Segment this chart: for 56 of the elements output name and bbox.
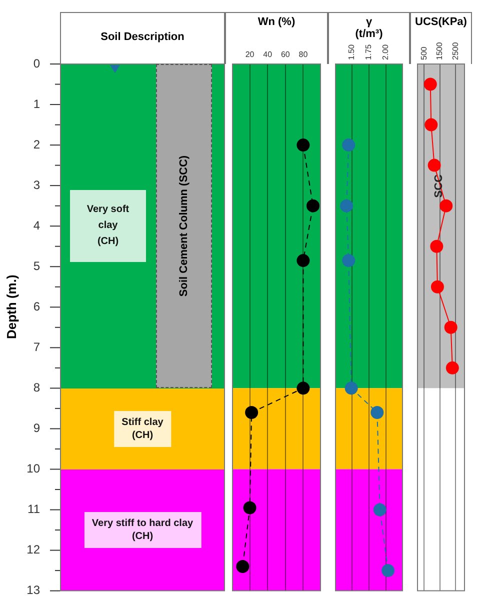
point [243, 501, 256, 514]
point [236, 560, 250, 573]
x-tick-label: 500 [419, 46, 428, 60]
point [446, 361, 459, 374]
chart-title: Wn (%) [256, 16, 296, 28]
point [344, 382, 358, 395]
y-tick-label: 6 [33, 299, 40, 314]
point [444, 320, 458, 334]
point [424, 78, 437, 91]
point [340, 199, 354, 212]
text-box: Very stiff to hard clay (CH) [84, 512, 202, 548]
y-tick-label: 9 [33, 421, 40, 436]
point [373, 503, 386, 516]
y-tick-label: 7 [33, 340, 40, 354]
x-tick-label: 2.00 [381, 44, 390, 60]
y-axis-title: Depth (m.) [4, 274, 19, 342]
point [245, 406, 258, 419]
y-tick-label: 3 [33, 178, 40, 192]
text-box: Very soft clay (CH) [70, 190, 146, 262]
text-box: Stiff clay (CH) [114, 410, 172, 447]
point [296, 254, 310, 268]
x-tick-label: 20 [245, 50, 255, 60]
point [296, 382, 310, 395]
point [430, 240, 444, 253]
y-tick-label: 13 [26, 583, 40, 598]
y-tick-label: 4 [33, 218, 40, 232]
point [440, 199, 453, 212]
point [424, 118, 438, 132]
x-tick-label: 1500 [435, 42, 444, 60]
point [370, 406, 384, 419]
point [382, 564, 395, 578]
x-tick-label: 2500 [450, 42, 460, 60]
y-tick-label: 5 [33, 258, 40, 273]
y-tick-label: 8 [33, 380, 40, 394]
x-tick-label: 60 [280, 50, 290, 60]
y-tick-label: 11 [28, 502, 40, 516]
y-tick-label: 2 [33, 137, 40, 152]
point [428, 158, 441, 172]
x-tick-label: 1.75 [364, 44, 374, 60]
point [306, 199, 320, 212]
x-tick-label: 1.50 [347, 44, 356, 60]
band-label: SCC [433, 174, 446, 198]
chart-title: γ (t/m³) [354, 16, 384, 40]
point [342, 138, 356, 152]
chart-title: UCS(KPa) [414, 16, 468, 28]
chart-title: Soil Description [100, 31, 186, 43]
y-tick-label: 0 [33, 56, 40, 70]
x-tick-label: 80 [298, 50, 308, 60]
x-tick-label: 40 [263, 50, 273, 60]
y-tick-label: 1 [33, 96, 40, 111]
band-label: Soil Cement Column (SCC) [178, 155, 190, 297]
y-tick-label: 12 [26, 542, 40, 557]
point [296, 138, 310, 152]
y-tick-label: 10 [26, 462, 40, 476]
point [342, 254, 356, 268]
point [430, 280, 444, 294]
